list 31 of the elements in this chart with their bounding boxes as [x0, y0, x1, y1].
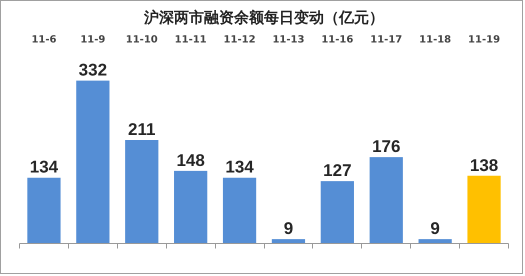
x-tick-label: 11-9 — [80, 34, 106, 46]
x-tick-label: 11-13 — [272, 34, 304, 46]
bar — [222, 178, 256, 244]
bar — [467, 176, 501, 244]
data-label: 9 — [284, 219, 294, 238]
x-tick-label: 11-12 — [224, 34, 256, 46]
bar — [27, 178, 61, 244]
data-label: 332 — [78, 60, 108, 80]
bar — [370, 157, 403, 244]
data-label: 127 — [323, 161, 352, 180]
data-label: 134 — [225, 158, 254, 177]
x-tick-label: 11-11 — [174, 34, 207, 46]
data-label: 148 — [176, 150, 205, 170]
data-label: 134 — [30, 158, 59, 177]
x-tick-label: 11-16 — [321, 34, 354, 46]
bar — [320, 181, 354, 244]
data-label: 138 — [470, 156, 498, 175]
x-tick-label: 11-19 — [468, 34, 500, 46]
data-label: 211 — [128, 120, 156, 139]
bar — [272, 239, 306, 244]
data-label: 176 — [372, 137, 400, 156]
bar — [76, 80, 110, 244]
bar — [125, 140, 158, 244]
chart-title: 沪深两市融资余额每日变动（亿元） — [143, 8, 384, 26]
x-tick-label: 11-18 — [419, 34, 452, 46]
x-tick-label: 11-10 — [126, 34, 158, 46]
bar — [174, 170, 208, 244]
x-tick-label: 11-6 — [31, 34, 57, 46]
bar — [418, 239, 452, 244]
x-tick-label: 11-17 — [370, 34, 402, 46]
data-label: 9 — [430, 219, 440, 238]
